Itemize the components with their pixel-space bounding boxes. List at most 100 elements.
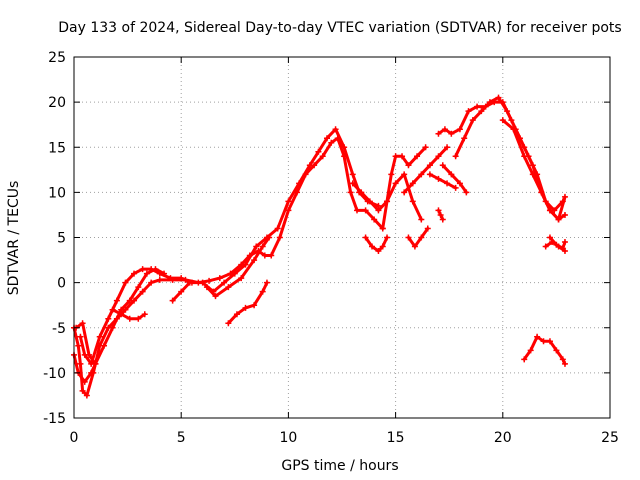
series-track-6 — [169, 279, 193, 304]
y-tick-label: 10 — [48, 185, 66, 201]
x-tick-label: 0 — [70, 430, 79, 446]
data-point — [392, 153, 399, 160]
data-point — [435, 153, 442, 160]
data-point — [203, 284, 210, 291]
series-track-17 — [426, 171, 459, 191]
data-point — [92, 360, 99, 367]
data-point — [135, 315, 142, 322]
data-point — [439, 216, 446, 223]
data-point — [83, 392, 90, 399]
data-point — [126, 297, 133, 304]
data-point — [139, 288, 146, 295]
data-point — [495, 94, 502, 101]
data-point — [105, 315, 112, 322]
data-point — [323, 135, 330, 142]
data-point — [461, 135, 468, 142]
data-point — [178, 275, 185, 282]
data-point — [529, 162, 536, 169]
data-point — [274, 225, 281, 232]
data-point — [399, 153, 406, 160]
data-point — [109, 306, 116, 313]
data-point — [349, 180, 356, 187]
data-point — [206, 277, 213, 284]
data-point — [559, 245, 566, 252]
y-axis-label: SDTVAR / TECUs — [6, 181, 22, 296]
plot-area — [71, 94, 568, 399]
data-point — [261, 252, 268, 259]
data-point — [375, 207, 382, 214]
data-point — [156, 276, 163, 283]
data-point — [315, 148, 322, 155]
data-point — [148, 279, 155, 286]
data-point — [452, 184, 459, 191]
data-point — [75, 342, 82, 349]
data-point — [332, 126, 339, 133]
data-point — [276, 234, 283, 241]
data-point — [540, 338, 547, 345]
data-point — [77, 360, 84, 367]
data-point — [131, 270, 138, 277]
data-point — [538, 189, 545, 196]
data-point — [233, 311, 240, 318]
data-point — [161, 270, 168, 277]
data-point — [259, 243, 266, 250]
data-point — [448, 130, 455, 137]
data-point — [379, 243, 386, 250]
data-point — [212, 293, 219, 300]
data-point — [141, 311, 148, 318]
series-track-1 — [71, 135, 386, 399]
data-point — [426, 162, 433, 169]
data-point — [555, 216, 562, 223]
data-point — [553, 347, 560, 354]
data-point — [135, 284, 142, 291]
data-point — [521, 153, 528, 160]
data-point — [251, 257, 258, 264]
series-line — [501, 118, 567, 221]
series-line — [72, 136, 385, 397]
data-point — [238, 275, 245, 282]
data-point — [401, 189, 408, 196]
data-point — [521, 144, 528, 151]
data-point — [231, 270, 238, 277]
data-point — [392, 180, 399, 187]
data-point — [401, 171, 408, 178]
data-point — [349, 171, 356, 178]
series-line — [78, 127, 380, 366]
data-point — [225, 320, 232, 327]
data-point — [79, 387, 86, 394]
chart-title: Day 133 of 2024, Sidereal Day-to-day VTE… — [58, 20, 621, 36]
data-point — [463, 189, 470, 196]
data-point — [534, 333, 541, 340]
data-point — [456, 126, 463, 133]
series-line — [381, 145, 428, 230]
data-point — [499, 117, 506, 124]
series-track-2 — [77, 126, 382, 367]
data-point — [418, 171, 425, 178]
data-point — [341, 144, 348, 151]
series-track-21 — [521, 333, 568, 367]
grid-lines — [74, 57, 610, 418]
data-point — [384, 234, 391, 241]
data-point — [465, 108, 472, 115]
series-line — [364, 236, 389, 253]
series-track-18 — [435, 207, 446, 223]
data-point — [178, 288, 185, 295]
data-point — [319, 153, 326, 160]
data-point — [561, 360, 568, 367]
series-line — [407, 227, 430, 248]
data-point — [169, 297, 176, 304]
x-tick-label: 25 — [601, 430, 619, 446]
data-point — [216, 275, 223, 282]
data-point — [561, 239, 568, 246]
data-point — [242, 261, 249, 268]
data-point — [510, 126, 517, 133]
data-point — [553, 241, 560, 248]
data-point — [426, 171, 433, 178]
data-point — [441, 126, 448, 133]
data-point — [221, 279, 228, 286]
data-point — [439, 162, 446, 169]
y-tick-label: 20 — [48, 95, 66, 111]
y-tick-label: 0 — [57, 276, 66, 292]
data-point — [167, 275, 174, 282]
